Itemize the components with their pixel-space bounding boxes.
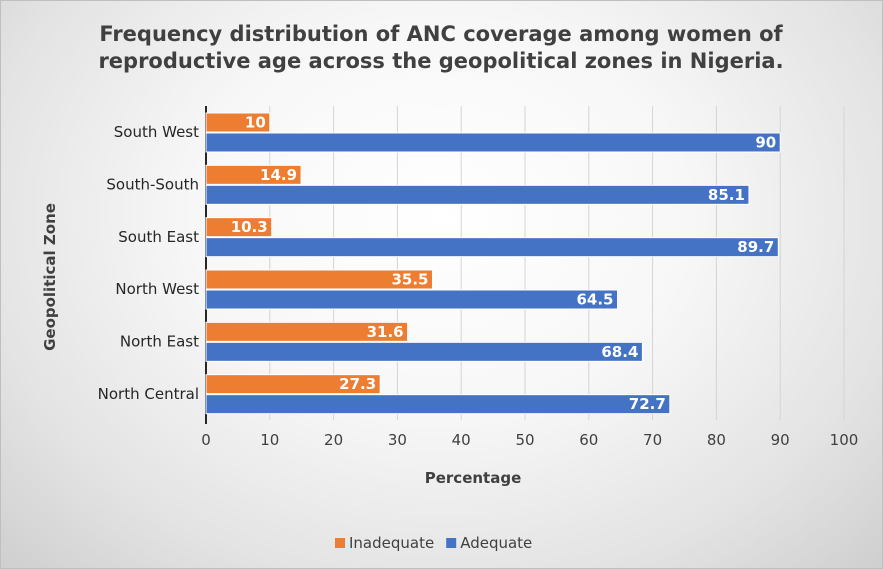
data-labels: 10 90 14.9 85.1 10.3 89.7 35.5 64.5 31.6 68.4 27.3… — [231, 114, 777, 414]
category-labels: South West South-South South East North Wes… — [98, 123, 199, 403]
bar-inadequate — [205, 321, 409, 342]
x-tick-label: 30 — [388, 431, 407, 449]
data-label: 10 — [245, 114, 266, 132]
gridlines — [205, 106, 845, 424]
data-label: 89.7 — [737, 238, 774, 256]
x-axis-title: Percentage — [425, 469, 522, 487]
legend-swatch-adequate — [446, 538, 457, 548]
x-tick-label: 60 — [579, 431, 598, 449]
x-tick-label: 10 — [260, 431, 279, 449]
chart-title-line-2: reproductive age across the geopolitical… — [98, 49, 783, 73]
data-label: 35.5 — [391, 271, 428, 289]
x-tick-label: 20 — [324, 431, 343, 449]
y-axis-title: Geopolitical Zone — [41, 203, 59, 351]
x-tick-label: 70 — [643, 431, 662, 449]
bar-adequate — [205, 394, 671, 415]
bar-adequate — [205, 184, 750, 205]
category-label: North East — [120, 333, 199, 351]
legend-label-adequate: Adequate — [460, 534, 532, 552]
data-label: 64.5 — [576, 291, 613, 309]
bar-inadequate — [205, 112, 271, 133]
category-label: South West — [114, 123, 199, 141]
category-label: North Central — [98, 385, 199, 403]
x-tick-label: 80 — [707, 431, 726, 449]
x-tick-label: 40 — [452, 431, 471, 449]
data-label: 72.7 — [629, 395, 666, 413]
x-tick-label: 100 — [830, 431, 859, 449]
bar-inadequate — [205, 217, 273, 238]
category-label: South-South — [106, 176, 199, 194]
x-tick-label: 90 — [771, 431, 790, 449]
legend-label-inadequate: Inadequate — [349, 534, 434, 552]
category-label: North West — [115, 280, 199, 298]
bar-adequate — [205, 237, 779, 258]
data-label: 14.9 — [260, 166, 297, 184]
bar-adequate — [205, 289, 619, 310]
data-label: 31.6 — [367, 323, 404, 341]
bar-inadequate — [205, 374, 381, 395]
legend: Inadequate Adequate — [335, 534, 532, 552]
data-label: 10.3 — [231, 218, 268, 236]
x-tick-label: 0 — [201, 431, 211, 449]
bar-inadequate — [205, 164, 302, 185]
category-label: South East — [118, 228, 199, 246]
bar-inadequate — [205, 269, 433, 290]
x-tick-label: 50 — [515, 431, 534, 449]
bar-adequate — [205, 341, 643, 362]
bars — [205, 112, 781, 415]
data-label: 27.3 — [339, 375, 376, 393]
data-label: 90 — [755, 134, 776, 152]
data-label: 68.4 — [601, 343, 638, 361]
legend-swatch-inadequate — [335, 538, 345, 548]
data-label: 85.1 — [708, 186, 745, 204]
chart-title-line-1: Frequency distribution of ANC coverage a… — [99, 22, 783, 46]
x-tick-labels: 0 10 20 30 40 50 60 70 80 90 100 — [201, 431, 858, 449]
bar-adequate — [205, 132, 781, 153]
